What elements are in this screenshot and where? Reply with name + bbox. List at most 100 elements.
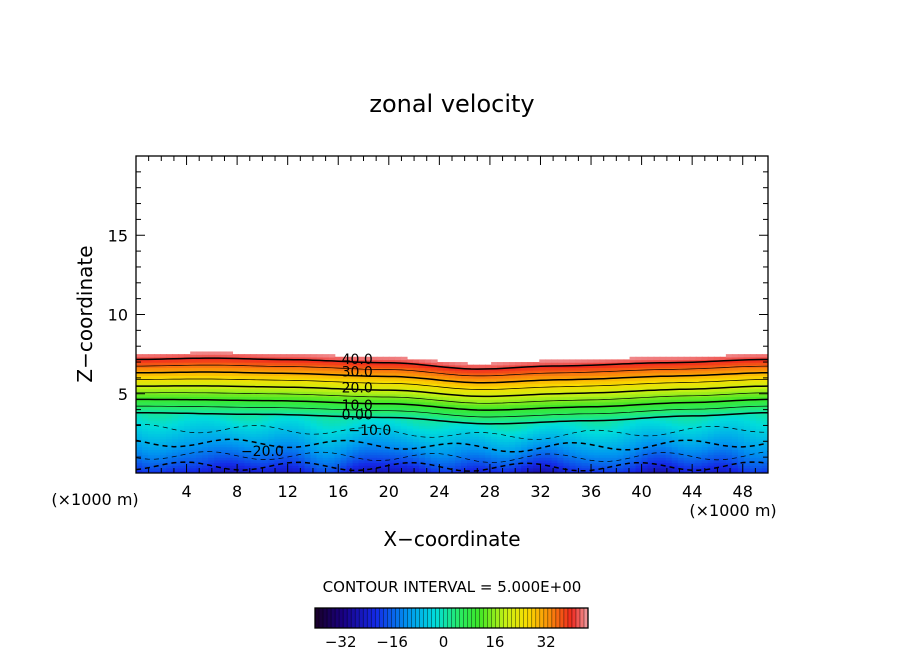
field-cell (605, 438, 613, 442)
field-cell (268, 362, 276, 366)
field-cell (659, 462, 667, 466)
field-cell (455, 470, 462, 473)
field-cell (539, 422, 546, 427)
field-cell (364, 391, 372, 395)
field-cell (208, 354, 215, 358)
field-cell (202, 383, 209, 387)
field-cell (521, 420, 528, 424)
field-cell (148, 414, 155, 419)
field-cell (539, 436, 546, 440)
field-cell (629, 430, 637, 435)
field-cell (725, 367, 733, 371)
field-cell (160, 372, 167, 376)
field-cell (515, 385, 522, 390)
field-cell (485, 428, 492, 432)
field-cell (635, 356, 643, 361)
field-cell (683, 383, 691, 387)
field-cell (683, 369, 691, 374)
field-cell (575, 393, 583, 398)
field-cell (352, 364, 360, 369)
field-cell (695, 369, 703, 374)
field-cell (352, 443, 360, 448)
field-cell (557, 422, 565, 427)
field-cell (376, 367, 384, 371)
field-cell (461, 436, 468, 440)
field-cell (364, 430, 372, 435)
field-cell (485, 375, 492, 379)
field-cell (376, 396, 384, 400)
field-cell (388, 369, 396, 374)
field-cell (154, 417, 161, 421)
field-cell (388, 417, 396, 421)
field-cell (280, 420, 288, 424)
field-cell (190, 462, 197, 466)
field-cell (515, 433, 522, 437)
colorbar-frame (314, 607, 589, 629)
field-cell (418, 449, 426, 453)
field-cell (485, 414, 492, 419)
field-cell (364, 417, 372, 421)
field-cell (328, 451, 336, 456)
field-cell (575, 372, 583, 376)
field-cell (178, 375, 185, 379)
field-cell (731, 470, 739, 473)
field-cell (190, 372, 197, 376)
field-cell (316, 404, 324, 408)
field-cell (551, 388, 559, 392)
field-cell (142, 451, 149, 456)
field-cell (509, 465, 516, 469)
field-cell (436, 396, 444, 400)
colorbar-segment (531, 608, 537, 628)
field-cell (581, 409, 589, 413)
field-cell (418, 428, 426, 432)
field-cell (695, 454, 703, 458)
field-cell (521, 380, 528, 384)
field-cell (226, 388, 234, 392)
field-cell (677, 391, 685, 395)
field-cell (328, 369, 336, 374)
field-cell (485, 406, 492, 411)
field-cell (683, 409, 691, 413)
field-cell (479, 457, 486, 461)
field-cell (545, 375, 553, 379)
field-cell (569, 399, 577, 403)
field-cell (172, 362, 179, 366)
field-cell (689, 454, 697, 458)
field-cell (539, 383, 546, 387)
field-cell (346, 391, 354, 395)
field-cell (412, 438, 420, 442)
field-cell (635, 399, 643, 403)
field-cell (731, 449, 739, 453)
field-cell (172, 465, 179, 469)
field-cell (527, 377, 534, 382)
field-cell (467, 404, 474, 408)
field-cell (448, 414, 456, 419)
contour-line (136, 451, 768, 463)
field-cell (491, 412, 498, 416)
field-cell (671, 462, 679, 466)
field-cell (178, 420, 185, 424)
field-cell (611, 436, 619, 440)
field-cell (244, 462, 252, 466)
field-cell (310, 443, 318, 448)
field-cell (485, 420, 492, 424)
field-cell (707, 383, 715, 387)
field-cell (725, 449, 733, 453)
field-cell (388, 470, 396, 473)
field-cell (641, 372, 649, 376)
field-cell (599, 380, 607, 384)
field-cell (382, 377, 390, 382)
field-cell (292, 388, 300, 392)
field-cell (382, 443, 390, 448)
field-cell (268, 404, 276, 408)
field-cell (436, 388, 444, 392)
field-cell (310, 454, 318, 458)
field-cell (581, 457, 589, 461)
field-cell (545, 385, 553, 390)
field-cell (160, 457, 167, 461)
field-cell (671, 459, 679, 464)
field-cell (340, 420, 348, 424)
field-cell (148, 422, 155, 427)
field-cell (376, 409, 384, 413)
field-cell (388, 425, 396, 429)
